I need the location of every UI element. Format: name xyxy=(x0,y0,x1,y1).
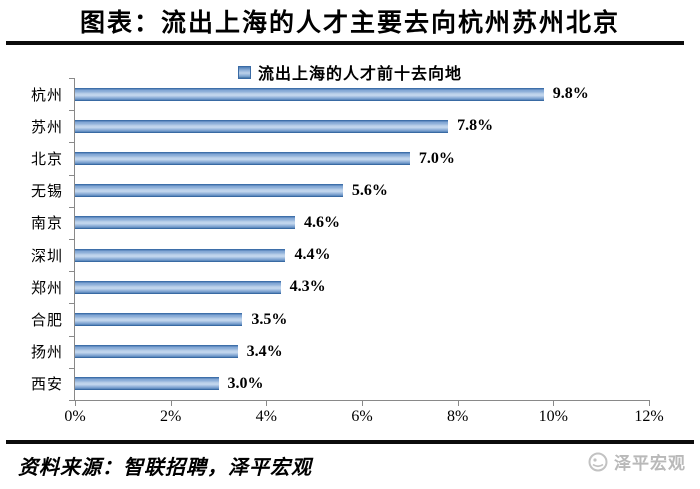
bar xyxy=(75,248,286,262)
bar-row: 无锡 5.6% xyxy=(31,175,649,207)
y-tick xyxy=(69,367,75,369)
value-label: 3.0% xyxy=(227,374,264,392)
bar xyxy=(75,87,544,101)
x-tick-label: 8% xyxy=(446,408,469,425)
bar-row: 郑州 4.3% xyxy=(31,271,649,303)
value-label: 5.6% xyxy=(351,181,388,199)
value-label: 7.0% xyxy=(418,149,455,167)
x-tick-label: 2% xyxy=(159,408,182,425)
top-divider xyxy=(6,41,684,45)
bar xyxy=(75,313,243,327)
plot-rows: 杭州 9.8% 苏州 7.8% 北京 7.0% 无锡 5.6% 南京 4.6% 深圳 4.4% 郑州 4.… xyxy=(31,78,649,400)
x-tick xyxy=(170,400,172,406)
x-tick-label: 6% xyxy=(351,408,373,425)
category-label: 南京 xyxy=(30,216,63,233)
category-label: 深圳 xyxy=(30,248,63,265)
value-label: 4.3% xyxy=(289,278,326,296)
x-tick-label: 0% xyxy=(64,408,86,425)
y-tick xyxy=(69,303,75,305)
category-label: 无锡 xyxy=(30,184,63,201)
x-tick xyxy=(75,400,76,406)
bottom-divider xyxy=(6,440,694,444)
value-label: 4.6% xyxy=(304,213,341,231)
value-label: 3.5% xyxy=(251,310,288,328)
bar-row: 苏州 7.8% xyxy=(31,110,649,142)
y-tick xyxy=(69,335,75,337)
x-tick xyxy=(649,400,650,406)
value-label: 3.4% xyxy=(246,342,283,360)
value-label: 9.8% xyxy=(552,85,589,103)
x-tick-label: 4% xyxy=(255,408,277,425)
bar-row: 西安 3.0% xyxy=(31,368,649,400)
legend-swatch-icon xyxy=(237,65,251,79)
y-tick xyxy=(69,78,75,79)
brand-logo-icon xyxy=(588,452,608,471)
figure-title: 图表：流出上海的人才主要去向杭州苏州北京 xyxy=(79,10,620,37)
watermark-label: 泽平宏观 xyxy=(614,454,686,473)
bar xyxy=(75,345,238,359)
chart-legend: 流出上海的人才前十去向地 xyxy=(0,60,700,84)
watermark: 泽平宏观 xyxy=(587,449,686,474)
bar xyxy=(75,280,281,294)
bar-row: 北京 7.0% xyxy=(31,142,649,174)
x-tick-label: 10% xyxy=(538,408,568,425)
bar-row: 杭州 9.8% xyxy=(31,78,649,110)
x-tick xyxy=(362,400,363,406)
y-tick xyxy=(69,174,75,176)
x-tick-label: 12% xyxy=(634,408,664,425)
y-tick xyxy=(69,110,75,112)
x-tick xyxy=(266,400,268,406)
bar-row: 扬州 3.4% xyxy=(31,336,649,368)
category-label: 苏州 xyxy=(30,119,63,136)
category-label: 扬州 xyxy=(30,345,63,362)
bar-row: 南京 4.6% xyxy=(31,207,649,239)
bar xyxy=(75,216,296,230)
category-label: 北京 xyxy=(30,152,63,168)
y-tick xyxy=(69,271,75,273)
category-label: 郑州 xyxy=(30,280,63,297)
bar-row: 合肥 3.5% xyxy=(31,303,649,335)
legend-label: 流出上海的人才前十去向地 xyxy=(257,66,462,83)
bar-row: 深圳 4.4% xyxy=(31,239,649,271)
y-tick xyxy=(69,400,75,401)
y-tick xyxy=(69,206,75,208)
bar xyxy=(75,184,343,198)
bar xyxy=(75,119,449,133)
plot-area: 杭州 9.8% 苏州 7.8% 北京 7.0% 无锡 5.6% 南京 4.6% 深圳 4.4% 郑州 4.… xyxy=(31,78,664,425)
category-label: 合肥 xyxy=(30,313,63,330)
bar xyxy=(75,152,410,165)
source-note: 资料来源：智联招聘，泽平宏观 xyxy=(18,457,312,479)
x-tick xyxy=(553,400,555,406)
bar xyxy=(75,377,219,391)
category-label: 西安 xyxy=(30,377,63,394)
value-label: 7.8% xyxy=(457,117,494,135)
y-tick xyxy=(69,142,75,144)
x-axis: 0% 2% 4% 6% 8% 10% 12% xyxy=(64,400,664,430)
y-tick xyxy=(69,239,75,240)
value-label: 4.4% xyxy=(294,246,331,264)
x-tick xyxy=(457,400,459,406)
category-label: 杭州 xyxy=(30,87,63,104)
